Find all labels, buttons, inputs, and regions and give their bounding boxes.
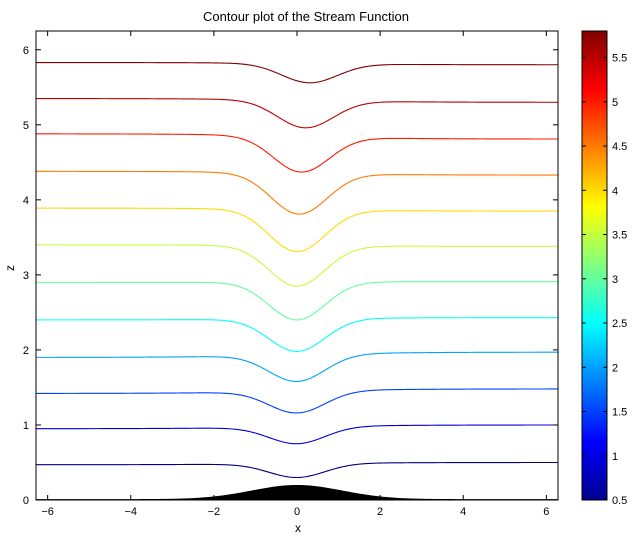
contour-line-2 <box>36 388 558 414</box>
colorbar-tick-label: 0.5 <box>612 495 627 507</box>
x-tick-label: −6 <box>41 506 54 518</box>
y-tick-label: 4 <box>23 195 29 207</box>
x-tick-label: −2 <box>208 506 221 518</box>
colorbar-tick-label: 5.5 <box>612 53 627 65</box>
colorbar-tick-label: 2 <box>612 362 618 374</box>
x-tick-label: 0 <box>294 506 300 518</box>
x-tick-label: 6 <box>543 506 549 518</box>
x-axis: −6 −4 −2 0 2 4 6 <box>41 31 549 518</box>
y-tick-label: 3 <box>23 270 29 282</box>
contour-line-0 <box>36 461 558 479</box>
y-axis: 0 1 2 3 4 5 6 <box>23 45 558 507</box>
contour-line-4 <box>36 317 558 352</box>
colorbar-tick-label: 4 <box>612 185 618 197</box>
contour-line-10 <box>36 98 558 129</box>
contour-line-8 <box>36 170 559 215</box>
colorbar-ticks: 0.5 1 1.5 2 2.5 3 3.5 4 4.5 5 5.5 <box>582 53 627 507</box>
y-axis-label: z <box>3 265 17 271</box>
contour-lines <box>36 61 559 479</box>
y-tick-label: 2 <box>23 345 29 357</box>
colorbar-tick-label: 4.5 <box>612 141 627 153</box>
x-tick-label: −4 <box>124 506 137 518</box>
x-tick-label: 2 <box>377 506 383 518</box>
colorbar-tick-label: 3 <box>612 274 618 286</box>
contour-line-3 <box>36 351 558 382</box>
x-axis-label: x <box>295 521 301 535</box>
chart-title: Contour plot of the Stream Function <box>203 9 409 24</box>
y-tick-label: 5 <box>23 120 29 132</box>
colorbar-tick-label: 1.5 <box>612 407 627 419</box>
contour-line-7 <box>36 207 558 253</box>
colorbar-tick-label: 3.5 <box>612 230 627 242</box>
contour-line-6 <box>36 244 558 287</box>
colorbar-tick-label: 1 <box>612 451 618 463</box>
colorbar-tick-label: 2.5 <box>612 318 627 330</box>
y-tick-label: 0 <box>23 495 29 507</box>
y-tick-label: 1 <box>23 420 29 432</box>
contour-line-1 <box>36 424 558 445</box>
x-tick-label: 4 <box>460 506 466 518</box>
y-tick-label: 6 <box>23 45 29 57</box>
terrain <box>36 484 558 500</box>
plot-area <box>36 31 558 500</box>
contour-line-11 <box>36 61 559 84</box>
terrain-hill <box>36 484 558 500</box>
colorbar <box>581 30 608 501</box>
contour-line-9 <box>36 133 558 173</box>
colorbar-tick-label: 5 <box>612 97 618 109</box>
contour-line-5 <box>36 281 558 321</box>
